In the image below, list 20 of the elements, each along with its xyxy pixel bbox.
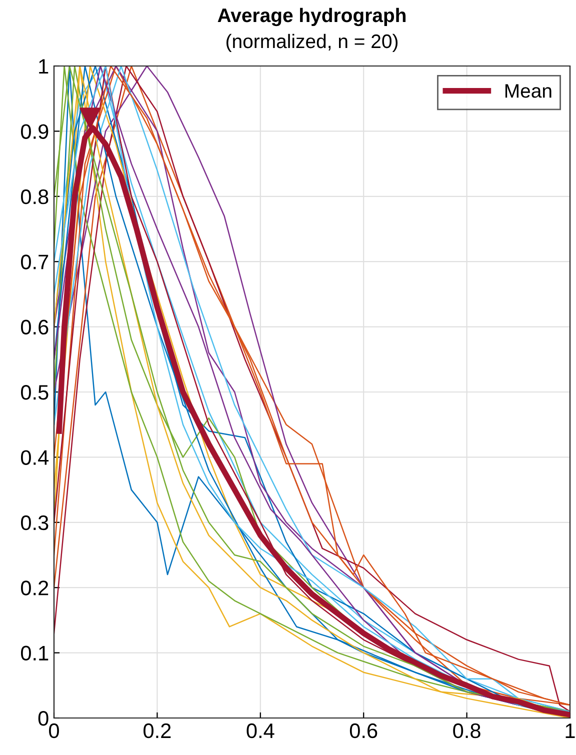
y-tick-label: 0.4 bbox=[20, 450, 49, 465]
x-tick-label: 0.8 bbox=[453, 723, 480, 738]
y-tick-label: 0.8 bbox=[20, 189, 48, 204]
y-tick-label: 0.1 bbox=[20, 646, 48, 661]
y-tick-label: 0.7 bbox=[20, 254, 48, 270]
x-tick-label: 0.6 bbox=[350, 723, 378, 738]
x-tick-label: 1 bbox=[566, 724, 575, 738]
x-tick-label: 0 bbox=[49, 723, 59, 738]
y-tick-label: 0.6 bbox=[20, 320, 48, 335]
legend-label: Mean bbox=[505, 84, 552, 98]
y-tick-label: 1 bbox=[39, 59, 48, 74]
y-tick-label: 0 bbox=[38, 711, 48, 726]
chart-title: Average hydrograph bbox=[218, 8, 406, 26]
y-tick-label: 0.2 bbox=[20, 580, 48, 596]
y-tick-label: 0.5 bbox=[20, 385, 48, 400]
y-tick-label: 0.9 bbox=[20, 124, 48, 139]
chart-subtitle: (normalized, n = 20) bbox=[226, 34, 398, 52]
y-tick-label: 0.3 bbox=[20, 515, 48, 530]
x-tick-label: 0.4 bbox=[246, 723, 274, 738]
x-tick-label: 0.2 bbox=[144, 723, 171, 738]
